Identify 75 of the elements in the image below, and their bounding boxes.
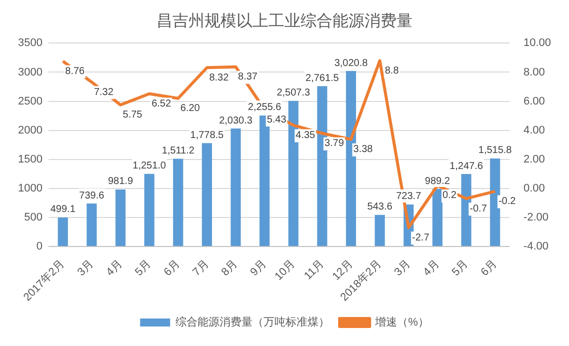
bar <box>230 128 241 246</box>
data-label: 3.79 <box>324 138 344 150</box>
y-tick-label: 0 <box>36 240 42 253</box>
data-label: 7.32 <box>94 86 114 98</box>
y2-tick-label: 0.00 <box>523 182 545 194</box>
data-label: 1,247.6 <box>450 160 484 172</box>
y-tick-label: 1500 <box>18 153 42 166</box>
data-label: 499.1 <box>50 204 76 216</box>
bar <box>374 214 385 246</box>
legend-label: 增速（%） <box>374 316 429 329</box>
x-tick-label: 9月 <box>248 258 269 279</box>
x-tick-label: 11月 <box>302 258 326 282</box>
bar <box>202 143 212 246</box>
bar <box>490 158 500 246</box>
x-tick-label: 4月 <box>421 258 442 279</box>
bar <box>86 204 97 246</box>
y2-tick-label: 6.00 <box>523 95 545 108</box>
data-label: -0.2 <box>498 196 516 208</box>
data-label: 8.8 <box>384 65 400 76</box>
data-label: 8.76 <box>65 66 86 77</box>
x-tick-label: 7月 <box>190 258 212 279</box>
x-tick-label: 3月 <box>392 258 413 279</box>
x-tick-label: 6月 <box>162 258 182 279</box>
data-label: 3,020.8 <box>334 58 368 69</box>
y2-tick-label: -4.00 <box>523 240 549 253</box>
data-label: 3.38 <box>353 144 374 156</box>
data-label: 6.52 <box>152 98 172 110</box>
data-label: 739.6 <box>79 190 105 202</box>
x-tick-label: 5月 <box>132 258 154 279</box>
data-label: 2,761.5 <box>306 72 340 84</box>
bar <box>115 189 126 246</box>
y-tick-label: 500 <box>24 211 42 224</box>
data-label: 0.2 <box>442 190 457 202</box>
y-tick-label: 1000 <box>18 182 42 194</box>
data-label: 1,515.8 <box>478 145 512 156</box>
legend-label: 综合能源消费量（万吨标准煤） <box>176 316 330 329</box>
y2-tick-label: 2.00 <box>523 153 545 166</box>
data-label: 8.32 <box>209 72 230 84</box>
y-tick-label: 3500 <box>18 37 42 50</box>
bar <box>432 189 442 246</box>
x-tick-label: 8月 <box>219 258 240 279</box>
data-label: 5.43 <box>266 114 287 126</box>
data-label: 8.37 <box>238 72 258 83</box>
data-label: 2,030.3 <box>219 115 253 126</box>
data-label: 2,255.6 <box>248 102 282 114</box>
bar <box>144 174 154 246</box>
x-tick-label: 5月 <box>450 258 471 279</box>
data-label: 4.35 <box>296 130 316 141</box>
bar <box>461 174 472 246</box>
y2-tick-label: 10.00 <box>523 37 552 50</box>
y2-tick-label: -2.00 <box>523 211 549 224</box>
data-label: 6.20 <box>180 103 200 114</box>
data-label: 989.2 <box>424 176 450 187</box>
data-label: 1,251.0 <box>132 160 166 172</box>
data-label: 1,778.5 <box>190 130 224 141</box>
data-label: 543.6 <box>367 202 393 213</box>
chart-title: 昌吉州规模以上工业综合能源消费量 <box>156 12 412 30</box>
y2-tick-label: 4.00 <box>523 124 545 136</box>
y-tick-label: 2500 <box>18 95 42 108</box>
x-tick-label: 3月 <box>75 258 96 279</box>
x-tick-label: 4月 <box>104 258 125 279</box>
y-tick-label: 3000 <box>18 66 42 78</box>
x-tick-label: 10月 <box>272 258 298 283</box>
data-label: 1,511.2 <box>162 145 195 156</box>
bar <box>173 158 184 246</box>
data-label: -2.7 <box>412 232 430 244</box>
x-tick-label: 6月 <box>478 258 500 279</box>
data-label: 5.75 <box>122 110 143 121</box>
data-label: -0.7 <box>470 203 488 214</box>
data-label: 2,507.3 <box>276 88 310 99</box>
data-label: 723.7 <box>396 191 422 202</box>
bar <box>58 217 68 246</box>
data-label: 981.9 <box>108 176 134 188</box>
y-tick-label: 2000 <box>18 124 42 136</box>
y2-tick-label: 8.00 <box>523 66 545 78</box>
